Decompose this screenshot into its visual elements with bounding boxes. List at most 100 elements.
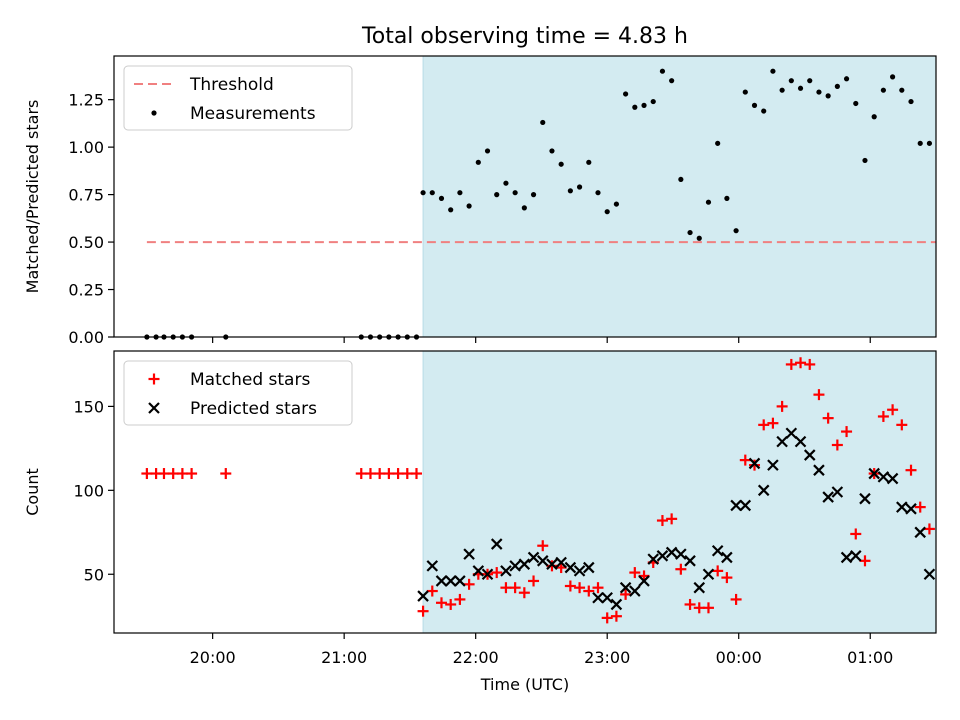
observing-window-bottom [422, 350, 937, 634]
measurement-point [484, 148, 491, 154]
matched-star-point [813, 389, 825, 401]
matched-star-point [220, 468, 232, 480]
y-tick-label: 0.75 [68, 186, 104, 205]
predicted-star-point [564, 561, 577, 574]
predicted-star-point [527, 551, 540, 564]
predicted-star-point [601, 591, 613, 604]
matched-star-point [610, 610, 622, 622]
matched-star-point [574, 582, 586, 594]
matched-star-point [684, 598, 696, 610]
predicted-star-point [822, 491, 834, 503]
x-tick-label: 00:00 [716, 648, 762, 667]
matched-star-point [158, 468, 170, 480]
matched-star-point [905, 464, 917, 476]
predicted-star-point [583, 561, 595, 574]
matched-star-point [859, 555, 871, 567]
measurement-point [678, 176, 684, 183]
predicted-star-point [721, 551, 733, 564]
measurement-point [540, 119, 546, 126]
matched-star-point [712, 565, 724, 577]
measurement-point [613, 201, 620, 207]
predicted-star-point [454, 575, 466, 587]
measurement-point [632, 104, 638, 110]
measurement-point [420, 190, 426, 196]
ratio-panel-frame [113, 55, 937, 338]
ratio-legend: Threshold Measurements [123, 65, 353, 131]
predicted-star-points [417, 427, 936, 611]
predicted-star-point [500, 565, 512, 577]
measurement-point [448, 207, 454, 213]
ratio-x-ticks [212, 337, 871, 343]
predicted-star-point [868, 467, 880, 480]
matched-star-point [675, 563, 687, 575]
matched-star-point [693, 602, 705, 614]
matched-star-point [546, 560, 558, 572]
matched-star-point [795, 357, 807, 369]
matched-star-point [877, 410, 889, 422]
predicted-star-point [675, 548, 687, 560]
matched-star-point [564, 580, 576, 592]
matched-star-point [601, 612, 613, 624]
measurement-point [466, 203, 472, 209]
x-tick-label: 21:00 [321, 648, 367, 667]
measurement-point [705, 199, 712, 205]
matched-star-point [656, 515, 668, 527]
matched-star-point [730, 593, 742, 605]
matched-star-point [364, 468, 376, 480]
predicted-star-point [896, 501, 908, 513]
measurement-point [917, 140, 923, 146]
measurement-point [807, 78, 813, 84]
predicted-star-point [767, 459, 779, 471]
measurement-point [475, 159, 481, 165]
measurement-point [862, 157, 868, 164]
measurement-point [576, 184, 583, 190]
matched-star-point [392, 468, 404, 480]
predicted-star-point [546, 558, 558, 570]
measurement-point [586, 159, 592, 165]
predicted-star-point [638, 575, 650, 587]
matched-star-point [355, 468, 367, 480]
matched-star-point [804, 358, 816, 370]
matched-star-point [914, 501, 926, 513]
predicted-star-point [417, 590, 429, 602]
matched-star-point [491, 567, 503, 579]
measurement-point [871, 114, 877, 120]
measurement-point [549, 148, 555, 154]
measurement-point [641, 102, 647, 108]
predicted-star-point [555, 556, 567, 569]
measurement-point [926, 140, 933, 146]
predicted-star-point [711, 544, 724, 557]
predicted-star-point [840, 551, 853, 564]
predicted-star-point [647, 553, 660, 565]
matched-star-point [841, 426, 853, 438]
measurement-point [494, 192, 500, 198]
measurement-point [595, 190, 601, 196]
matched-star-point [463, 578, 475, 590]
matched-star-point [528, 575, 540, 587]
matched-star-point [620, 588, 632, 600]
measurement-point [687, 229, 693, 236]
matched-star-point [186, 468, 198, 480]
measurement-point [715, 140, 721, 146]
predicted-star-point [914, 526, 926, 539]
matched-star-point [758, 419, 770, 431]
measurement-point [650, 98, 656, 105]
matched-star-point [176, 468, 188, 480]
matched-star-point [629, 567, 641, 579]
count-legend: Matched stars Predicted stars [123, 360, 353, 426]
matched-star-point [500, 582, 512, 594]
matched-star-point [401, 468, 413, 480]
matched-star-point [141, 468, 153, 480]
matched-star-point [410, 468, 422, 480]
predicted-star-point [776, 435, 788, 448]
measurement-point [623, 91, 629, 97]
matched-star-point [887, 404, 899, 416]
measurement-point [889, 74, 896, 80]
x-tick-label: 20:00 [190, 648, 236, 667]
matched-star-point [518, 587, 530, 599]
predicted-star-point [490, 538, 503, 550]
matched-star-point [445, 598, 457, 610]
measurement-point [696, 235, 702, 241]
predicted-star-point [877, 471, 890, 483]
legend-dot-swatch [151, 110, 157, 116]
